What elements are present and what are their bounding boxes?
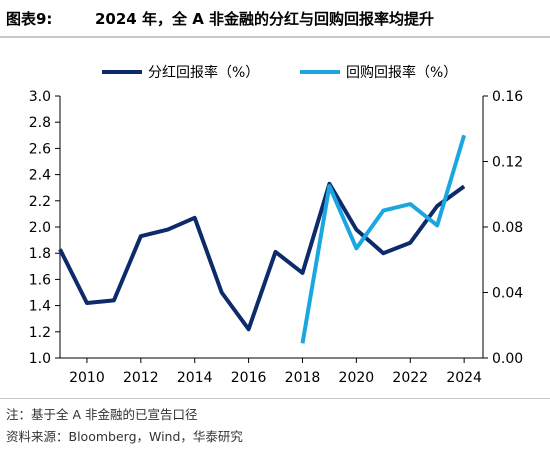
left-tick-label: 2.2	[29, 194, 51, 210]
x-tick-label: 2018	[285, 370, 321, 386]
x-tick-label: 2010	[69, 370, 105, 386]
chart-source: 资料来源：Bloomberg，Wind，华泰研究	[6, 429, 243, 444]
chart-note: 注：基于全 A 非金融的已宣告口径	[6, 407, 198, 422]
x-tick-label: 2024	[446, 370, 482, 386]
right-tick-label: 0.00	[492, 351, 523, 367]
right-tick-label: 0.08	[492, 220, 523, 236]
chart-title: 2024 年，全 A 非金融的分红与回购回报率均提升	[95, 10, 435, 28]
legend: 分红回报率（%） 回购回报率（%）	[102, 64, 457, 81]
left-tick-label: 2.8	[29, 115, 51, 131]
figure-label: 图表9:	[6, 10, 53, 28]
left-tick-label: 1.6	[29, 272, 51, 288]
bottom-divider	[0, 398, 550, 399]
chart: 分红回报率（%） 回购回报率（%） 1.0 1.2 1.4 1.6 1.8 2.0 2.2 2.…	[29, 64, 524, 386]
left-tick-label: 3.0	[29, 89, 51, 105]
buyback-yield-line	[300, 134, 467, 344]
x-tick-label: 2012	[123, 370, 159, 386]
legend-label-dividend: 分红回报率（%）	[148, 64, 259, 81]
left-tick-label: 2.4	[29, 168, 51, 184]
left-tick-label: 1.0	[29, 351, 51, 367]
series-lines	[58, 134, 467, 344]
x-tick-label: 2020	[339, 370, 375, 386]
title-bar: 图表9: 2024 年，全 A 非金融的分红与回购回报率均提升	[0, 0, 550, 38]
left-tick-label: 1.4	[29, 299, 51, 315]
left-tick-label: 2.6	[29, 141, 51, 157]
left-tick-label: 1.2	[29, 325, 51, 341]
left-tick-label: 1.8	[29, 246, 51, 262]
x-tick-label: 2016	[231, 370, 267, 386]
dividend-yield-line	[58, 181, 466, 332]
x-tick-label: 2022	[392, 370, 428, 386]
legend-label-buyback: 回购回报率（%）	[346, 64, 457, 81]
left-tick-label: 2.0	[29, 220, 51, 236]
right-tick-label: 0.12	[492, 155, 523, 171]
x-tick-label: 2014	[177, 370, 213, 386]
axes: 1.0 1.2 1.4 1.6 1.8 2.0 2.2 2.4 2.6 2.8 3.0 0.00 0.0…	[29, 89, 524, 386]
right-tick-label: 0.16	[492, 89, 523, 105]
right-tick-label: 0.04	[492, 286, 523, 302]
